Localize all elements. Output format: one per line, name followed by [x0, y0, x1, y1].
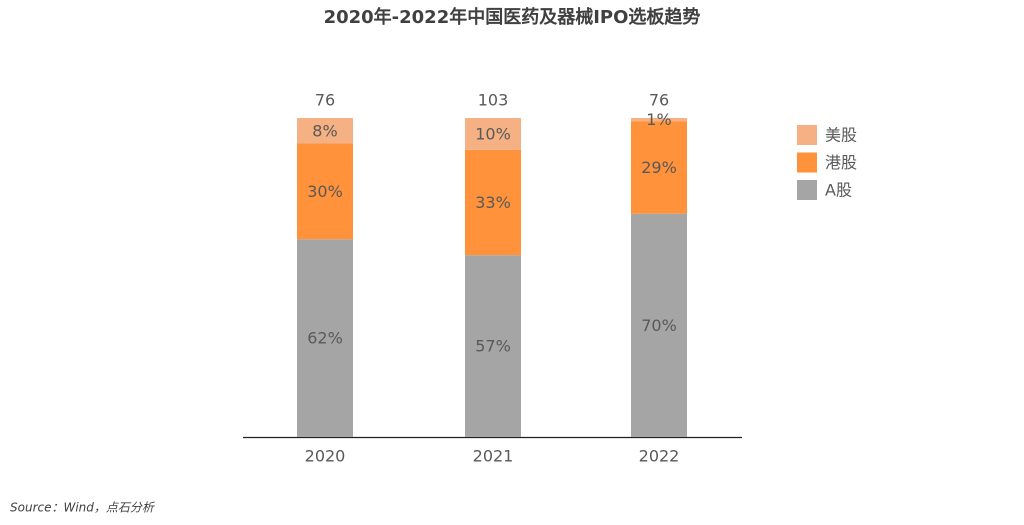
total-label: 103 [478, 91, 509, 110]
bar-segment [297, 118, 353, 144]
total-label: 76 [315, 91, 335, 110]
value-label: 10% [475, 124, 511, 143]
legend-swatch [797, 152, 817, 173]
bar-segment [297, 239, 353, 437]
legend-label: 港股 [825, 153, 857, 172]
legend-swatch [797, 180, 817, 200]
bar-segment [631, 121, 687, 214]
legend-label: 美股 [825, 126, 857, 145]
value-label: 33% [475, 193, 511, 212]
value-label: 1% [646, 110, 671, 129]
legend-label: A股 [825, 181, 852, 200]
x-tick-label: 2022 [639, 447, 680, 466]
chart-title: 2020年-2022年中国医药及器械IPO选板趋势 [324, 6, 701, 28]
bar-segment [297, 143, 353, 240]
value-label: 30% [307, 182, 343, 201]
value-label: 8% [312, 121, 337, 140]
source: Source：Wind，点石分析 [10, 501, 156, 515]
bar-segment [465, 149, 521, 256]
bar-segment [631, 213, 687, 437]
bar-segment [465, 118, 521, 150]
bar-segment [465, 255, 521, 437]
x-tick-label: 2021 [473, 447, 514, 466]
legend-swatch [797, 125, 817, 145]
value-label: 29% [641, 158, 677, 177]
x-tick-label: 2020 [305, 447, 346, 466]
value-label: 70% [641, 316, 677, 335]
total-label: 76 [649, 91, 669, 110]
bar-segment [631, 118, 687, 122]
value-label: 62% [307, 329, 343, 348]
value-label: 57% [475, 337, 511, 356]
